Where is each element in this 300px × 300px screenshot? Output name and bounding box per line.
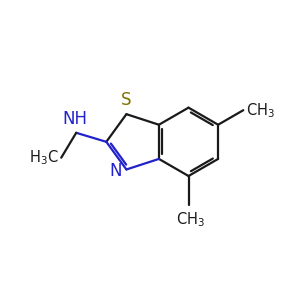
Text: NH: NH bbox=[62, 110, 87, 128]
Text: H$_3$C: H$_3$C bbox=[29, 148, 58, 167]
Text: CH$_3$: CH$_3$ bbox=[176, 210, 205, 229]
Text: S: S bbox=[121, 91, 132, 109]
Text: N: N bbox=[110, 162, 122, 180]
Text: CH$_3$: CH$_3$ bbox=[246, 101, 275, 120]
